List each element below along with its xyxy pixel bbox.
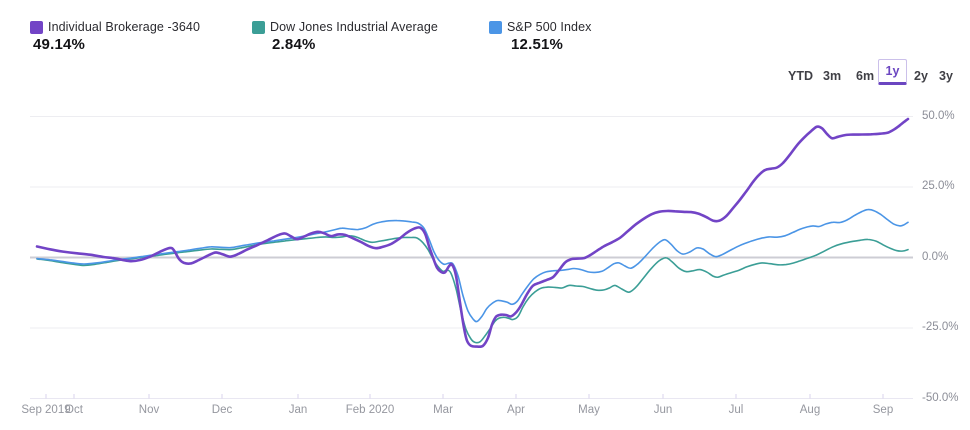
- x-axis-label: Sep 2019: [21, 404, 71, 416]
- range-option-6m[interactable]: 6m: [856, 69, 875, 83]
- x-axis-label: Mar: [433, 404, 453, 416]
- x-axis-label: May: [578, 404, 600, 416]
- x-axis-label: Feb 2020: [345, 404, 395, 416]
- x-axis-label: Sep: [872, 404, 894, 416]
- series-line-dow-jones-industrial-average: [36, 234, 909, 344]
- range-option-3m[interactable]: 3m: [823, 69, 842, 83]
- x-axis-label: Nov: [138, 404, 160, 416]
- y-axis-label: -50.0%: [922, 391, 959, 404]
- legend-label: Dow Jones Industrial Average: [270, 20, 438, 34]
- legend-item-brokerage: Individual Brokerage -3640 49.14%: [30, 0, 250, 56]
- x-axis-label: Apr: [507, 404, 525, 416]
- series-line-s-p-500-index: [36, 208, 909, 323]
- x-axis-label: Dec: [211, 404, 233, 416]
- y-axis-label: 0.0%: [922, 250, 949, 263]
- dow-jones-color-swatch: [252, 21, 265, 34]
- range-option-1y-selected[interactable]: 1y: [878, 59, 907, 85]
- legend-label: Individual Brokerage -3640: [48, 20, 201, 34]
- x-axis-label: Oct: [65, 404, 83, 416]
- x-axis-label: Jan: [288, 404, 308, 416]
- range-option-ytd[interactable]: YTD: [788, 69, 813, 83]
- y-axis-label: -25.0%: [922, 321, 959, 333]
- legend-value: 2.84%: [272, 36, 316, 53]
- x-axis-label: Aug: [799, 404, 821, 416]
- legend-item-dow-jones: Dow Jones Industrial Average 2.84%: [252, 0, 477, 56]
- x-axis-label: Jul: [728, 404, 744, 416]
- legend-item-sp500: S&P 500 Index 12.51%: [489, 0, 649, 56]
- series-line-individual-brokerage-3640: [35, 117, 910, 349]
- brokerage-color-swatch: [30, 21, 43, 34]
- y-axis-label: 25.0%: [922, 180, 955, 192]
- x-axis-label: Jun: [653, 404, 673, 416]
- y-axis-label: 50.0%: [922, 109, 955, 122]
- legend-value: 12.51%: [511, 36, 564, 53]
- range-option-2y[interactable]: 2y: [914, 69, 928, 83]
- legend-label: S&P 500 Index: [507, 20, 592, 34]
- range-option-3y[interactable]: 3y: [939, 69, 953, 83]
- sp500-color-swatch: [489, 21, 502, 34]
- legend-value: 49.14%: [33, 36, 86, 53]
